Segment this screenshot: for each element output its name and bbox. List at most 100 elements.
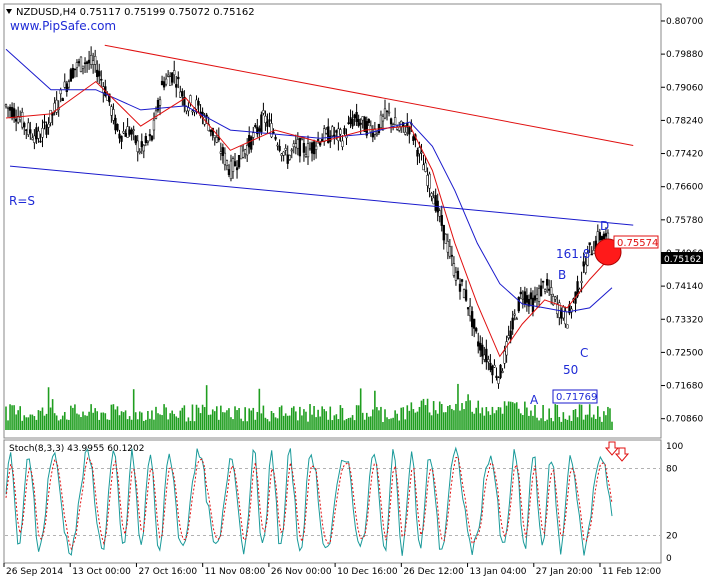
candle-body [513,313,516,316]
candle-body [258,128,261,132]
candle-body [501,371,504,373]
y-tick-label: 0.70860 [666,415,703,425]
candle-body [177,76,180,80]
stoch-level-label: 0 [666,554,672,564]
candle-body [471,311,474,328]
candle-body [424,162,427,172]
candle-body [175,84,178,88]
candle-body [260,114,263,133]
upper-trendline [104,44,634,146]
candle-body [454,272,458,281]
candle-body [4,104,8,107]
x-tick-label: 26 Nov 00:00 [271,567,332,577]
x-tick-label: 11 Feb 12:00 [602,567,661,577]
candle-body [393,117,397,125]
candle-body [363,116,366,132]
candle-body [479,342,482,351]
volume-histogram [5,383,613,430]
candle-body [231,158,235,172]
candle-body [294,143,297,148]
candle-body [525,295,529,303]
point-c-label: C [580,346,588,360]
candle-body [302,143,306,153]
candle-body [47,123,50,128]
watermark: www.PipSafe.com [10,19,116,33]
candle-body [511,317,514,330]
candle-body [290,149,293,152]
candle-body [308,148,312,150]
candle-body [359,122,362,125]
y-tick-label: 0.76600 [666,183,703,193]
candle-body [292,143,295,147]
candle-body [343,128,346,134]
candle-body [517,297,520,312]
candle-body [35,127,38,140]
x-tick-label: 11 Nov 08:00 [205,567,266,577]
candle-body [75,62,79,69]
candle-body [456,270,460,280]
candle-body [314,145,318,150]
candle-body [233,161,237,167]
candle-body [63,81,66,88]
candle-body [466,307,470,310]
candle-body [335,130,338,133]
candle-body [545,279,549,286]
candle-body [353,114,356,119]
candle-body [118,133,121,139]
candle-body [438,210,441,217]
stoch-main-line [5,446,613,556]
candle-body [148,134,152,137]
candle-body [408,127,411,135]
candle-body [140,141,143,148]
candle-body [227,169,231,175]
target-price-box [613,235,659,249]
candle-body [420,151,423,154]
y-tick-label: 0.77420 [666,150,703,160]
candle-body [134,135,137,144]
candle-body [385,110,389,113]
price-panel [3,3,662,439]
candle-body [150,135,154,141]
candle-body [590,253,593,256]
candle-body [39,140,42,143]
candle-body [120,135,123,142]
candle-body [12,108,16,119]
candle-body [181,91,184,97]
candle-body [10,107,14,119]
candle-body [43,121,46,124]
candle-body [554,296,557,300]
y-tick-label: 0.75780 [666,216,703,226]
candle-body [418,147,421,154]
candle-body [535,294,539,299]
candle-body [59,89,62,95]
low-price-label: 0.71769 [556,392,597,403]
candle-body [67,81,70,88]
candle-body [296,139,300,149]
candle-body [304,154,308,157]
candle-body [458,283,462,292]
candle-body [49,109,52,124]
candle-body [450,254,454,257]
candle-body [464,289,468,301]
point-b-label: B [558,268,566,282]
candle-body [531,297,535,313]
low-price-box [552,389,598,404]
candle-body [588,242,591,245]
candle-body [45,124,48,135]
candle-body [246,144,249,156]
candle-body [446,240,449,253]
candle-body [171,72,174,83]
rs-label: R=S [9,194,35,208]
candle-body [564,310,567,325]
candle-body [252,132,255,138]
down-arrow-icon [614,447,630,462]
candle-body [237,155,241,168]
candle-body [404,131,407,135]
candle-body [132,129,135,131]
candle-body [541,280,545,283]
candle-body [523,291,526,304]
candle-body [448,246,452,257]
candle-body [339,129,342,135]
candle-body [527,299,531,307]
candle-body [195,99,198,110]
